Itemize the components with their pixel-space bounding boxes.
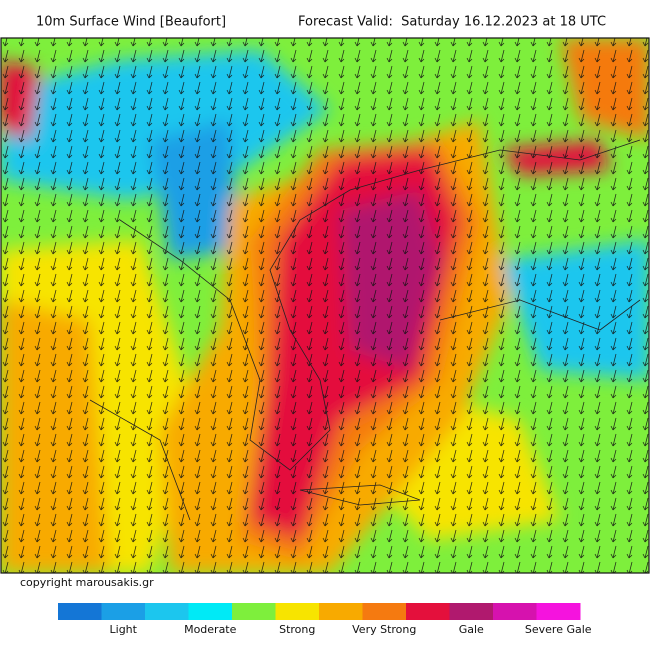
legend-swatch	[319, 603, 363, 620]
legend-swatch	[449, 603, 494, 620]
legend-swatch	[493, 603, 537, 620]
wind-field	[1, 38, 649, 573]
legend-label: Moderate	[184, 623, 237, 636]
copyright: copyright marousakis.gr	[20, 576, 154, 589]
legend-label: Gale	[459, 623, 484, 636]
legend-label: Strong	[279, 623, 315, 636]
forecast-time: Forecast Valid: Saturday 16.12.2023 at 1…	[298, 15, 606, 30]
map-title: 10m Surface Wind [Beaufort]	[36, 15, 226, 30]
legend-label: Very Strong	[352, 623, 416, 636]
legend-swatch	[275, 603, 320, 620]
color-legend: Light Moderate Strong Very Strong Gale Severe…	[58, 603, 592, 636]
legend-swatch	[536, 603, 581, 620]
legend-swatch	[362, 603, 407, 620]
legend-swatch	[232, 603, 276, 620]
legend-label: Severe Gale	[525, 623, 592, 636]
legend-label: Light	[110, 623, 138, 636]
legend-swatch	[101, 603, 146, 620]
legend-swatch	[188, 603, 233, 620]
map-border	[0, 37, 650, 574]
legend-swatch	[58, 603, 102, 620]
legend-swatch	[406, 603, 450, 620]
legend-swatch	[145, 603, 189, 620]
